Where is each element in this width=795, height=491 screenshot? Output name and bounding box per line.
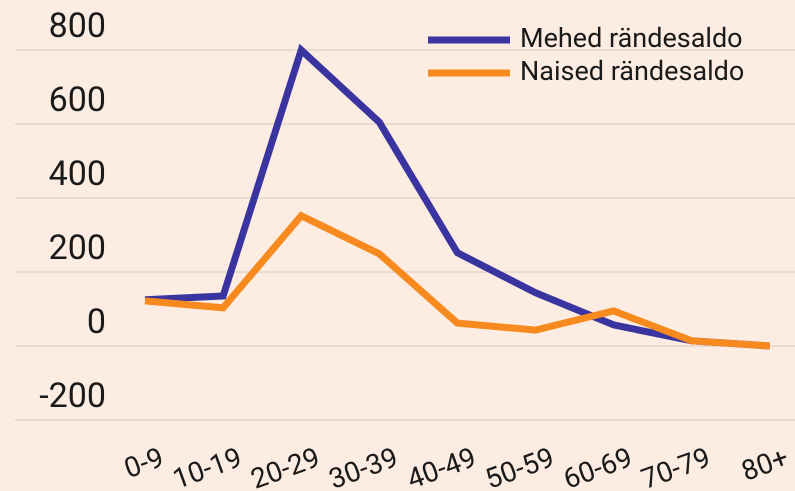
x-tick-label: 30-39 xyxy=(325,441,403,491)
y-tick-label: 600 xyxy=(49,80,106,120)
x-tick-label: 70-79 xyxy=(637,441,715,491)
series-line xyxy=(144,43,771,350)
x-tick-label: 50-59 xyxy=(481,441,559,491)
y-tick-label: 0 xyxy=(87,302,106,342)
legend-label: Naised rändesaldo xyxy=(520,55,744,87)
x-tick-label: 40-49 xyxy=(403,441,481,491)
x-tick-label: 80+ xyxy=(737,441,793,488)
y-tick-label: 800 xyxy=(49,6,106,46)
y-tick-label: -200 xyxy=(39,376,106,416)
y-tick-label: 400 xyxy=(49,154,106,194)
x-tick-label: 10-19 xyxy=(168,441,246,491)
series-line xyxy=(144,211,771,350)
y-tick-label: 200 xyxy=(49,228,106,268)
x-tick-label: 60-69 xyxy=(559,441,637,491)
legend-label: Mehed rändesaldo xyxy=(520,22,743,54)
x-tick-label: 0-9 xyxy=(120,441,168,485)
x-tick-label: 20-29 xyxy=(246,441,324,491)
